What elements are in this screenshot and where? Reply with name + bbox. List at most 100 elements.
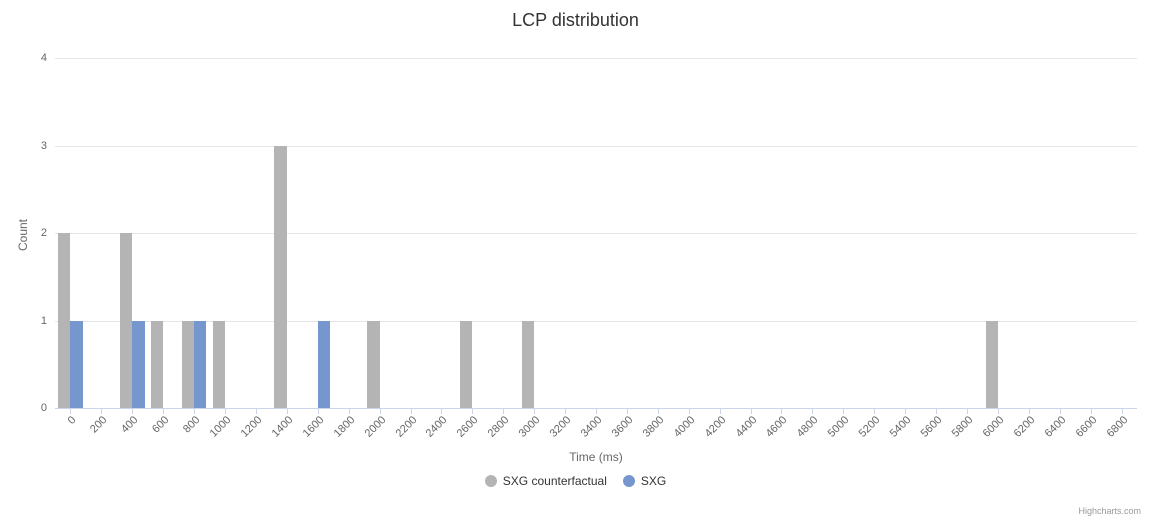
legend-item[interactable]: SXG — [623, 474, 666, 488]
x-tick-label: 1200 — [239, 414, 265, 440]
x-tick-label: 3000 — [517, 414, 543, 440]
x-tick-mark — [751, 408, 752, 414]
x-tick-label: 5400 — [888, 414, 914, 440]
x-tick-mark — [689, 408, 690, 414]
x-tick-label: 6000 — [981, 414, 1007, 440]
x-tick-label: 4800 — [795, 414, 821, 440]
x-tick-mark — [256, 408, 257, 414]
x-tick-mark — [132, 408, 133, 414]
bar[interactable] — [182, 321, 194, 409]
y-tick-label: 4 — [41, 52, 47, 64]
x-tick-mark — [411, 408, 412, 414]
x-tick-label: 5800 — [950, 414, 976, 440]
x-tick-label: 2400 — [424, 414, 450, 440]
x-tick-mark — [472, 408, 473, 414]
x-tick-mark — [905, 408, 906, 414]
x-tick-label: 1400 — [270, 414, 296, 440]
bar[interactable] — [194, 321, 206, 409]
bar[interactable] — [120, 233, 132, 408]
x-tick-mark — [627, 408, 628, 414]
x-tick-label: 6200 — [1011, 414, 1037, 440]
x-tick-label: 1000 — [208, 414, 234, 440]
x-tick-label: 0 — [66, 414, 79, 427]
x-tick-mark — [967, 408, 968, 414]
bar[interactable] — [58, 233, 70, 408]
y-tick-label: 0 — [41, 402, 47, 414]
credits-link[interactable]: Highcharts.com — [1078, 506, 1141, 516]
x-tick-label: 800 — [181, 414, 202, 435]
x-tick-label: 3800 — [641, 414, 667, 440]
bar[interactable] — [132, 321, 144, 409]
y-tick-label: 1 — [41, 315, 47, 327]
x-tick-label: 400 — [119, 414, 140, 435]
bar[interactable] — [367, 321, 379, 409]
legend-item[interactable]: SXG counterfactual — [485, 474, 607, 488]
x-tick-label: 3400 — [579, 414, 605, 440]
gridline — [55, 58, 1137, 59]
legend-label: SXG — [641, 474, 666, 488]
x-tick-label: 200 — [88, 414, 109, 435]
x-tick-mark — [936, 408, 937, 414]
bar[interactable] — [986, 321, 998, 409]
x-tick-label: 2600 — [455, 414, 481, 440]
bar[interactable] — [213, 321, 225, 409]
x-tick-mark — [349, 408, 350, 414]
x-tick-mark — [101, 408, 102, 414]
x-tick-label: 4000 — [671, 414, 697, 440]
x-tick-label: 600 — [150, 414, 171, 435]
bar[interactable] — [318, 321, 330, 409]
x-axis-title: Time (ms) — [55, 450, 1137, 464]
plot-area: 0123402004006008001000120014001600180020… — [55, 58, 1137, 408]
bar[interactable] — [70, 321, 82, 409]
x-tick-label: 4200 — [702, 414, 728, 440]
x-tick-mark — [998, 408, 999, 414]
bar[interactable] — [274, 146, 286, 409]
y-axis-title: Count — [16, 219, 30, 251]
x-tick-label: 3200 — [548, 414, 574, 440]
legend-label: SXG counterfactual — [503, 474, 607, 488]
x-tick-mark — [441, 408, 442, 414]
x-tick-label: 5600 — [919, 414, 945, 440]
x-tick-mark — [812, 408, 813, 414]
gridline — [55, 233, 1137, 234]
gridline — [55, 146, 1137, 147]
x-tick-label: 2800 — [486, 414, 512, 440]
x-tick-mark — [843, 408, 844, 414]
x-tick-label: 4600 — [764, 414, 790, 440]
bar[interactable] — [522, 321, 534, 409]
x-tick-label: 5000 — [826, 414, 852, 440]
y-tick-label: 3 — [41, 140, 47, 152]
x-tick-mark — [1060, 408, 1061, 414]
x-tick-mark — [70, 408, 71, 414]
bar[interactable] — [460, 321, 472, 409]
legend: SXG counterfactual SXG — [0, 474, 1151, 490]
x-tick-label: 6400 — [1042, 414, 1068, 440]
x-tick-mark — [194, 408, 195, 414]
x-tick-label: 6800 — [1104, 414, 1130, 440]
legend-swatch — [623, 475, 635, 487]
lcp-distribution-chart: LCP distribution Count 01234020040060080… — [0, 0, 1151, 522]
x-tick-mark — [225, 408, 226, 414]
x-tick-mark — [318, 408, 319, 414]
x-tick-label: 1600 — [300, 414, 326, 440]
x-tick-mark — [1091, 408, 1092, 414]
x-tick-label: 2000 — [362, 414, 388, 440]
x-tick-mark — [565, 408, 566, 414]
x-tick-mark — [503, 408, 504, 414]
x-tick-label: 4400 — [733, 414, 759, 440]
x-tick-mark — [720, 408, 721, 414]
bar[interactable] — [151, 321, 163, 409]
y-tick-label: 2 — [41, 227, 47, 239]
legend-swatch — [485, 475, 497, 487]
x-tick-mark — [1122, 408, 1123, 414]
x-tick-mark — [1029, 408, 1030, 414]
x-tick-mark — [534, 408, 535, 414]
x-tick-mark — [596, 408, 597, 414]
x-tick-mark — [781, 408, 782, 414]
chart-title: LCP distribution — [0, 10, 1151, 31]
x-tick-mark — [163, 408, 164, 414]
x-tick-label: 6600 — [1073, 414, 1099, 440]
x-tick-mark — [658, 408, 659, 414]
x-tick-label: 2200 — [393, 414, 419, 440]
x-tick-label: 5200 — [857, 414, 883, 440]
